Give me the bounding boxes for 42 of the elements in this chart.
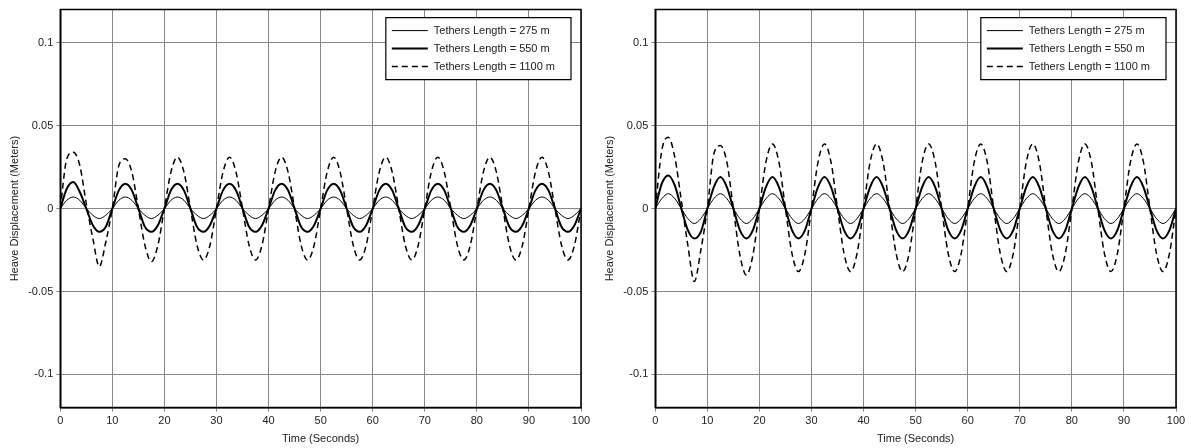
x-tick-label: 10 [701, 414, 714, 427]
x-tick-label: 80 [470, 414, 483, 427]
x-tick-label: 40 [262, 414, 275, 427]
legend-label: Tethers Length = 550 m [433, 41, 550, 54]
y-tick-label: -0.1 [629, 367, 649, 380]
x-axis-title: Time (Seconds) [282, 432, 360, 445]
legend-label: Tethers Length = 275 m [433, 23, 550, 36]
x-tick-label: 40 [857, 414, 870, 427]
x-tick-label: 30 [210, 414, 223, 427]
x-tick-label: 80 [1065, 414, 1078, 427]
y-axis-title: Heave Displacement (Meters) [602, 135, 615, 282]
x-tick-label: 20 [753, 414, 766, 427]
legend-label: Tethers Length = 1100 m [433, 59, 555, 72]
x-tick-label: 30 [805, 414, 818, 427]
x-tick-label: 50 [314, 414, 327, 427]
y-axis-title: Heave Displacement (Meters) [7, 135, 20, 282]
legend-label: Tethers Length = 1100 m [1028, 59, 1150, 72]
x-tick-label: 0 [652, 414, 659, 427]
y-tick-label: -0.05 [623, 284, 649, 297]
x-tick-label: 60 [961, 414, 974, 427]
y-tick-label: 0.05 [626, 118, 649, 131]
x-tick-label: 60 [366, 414, 379, 427]
legend-label: Tethers Length = 275 m [1028, 23, 1145, 36]
x-tick-label: 50 [909, 414, 922, 427]
x-tick-label: 100 [571, 414, 591, 427]
x-tick-label: 70 [418, 414, 431, 427]
x-tick-label: 0 [57, 414, 64, 427]
y-tick-label: -0.05 [28, 284, 54, 297]
y-tick-label: 0.1 [632, 35, 649, 48]
y-tick-label: -0.1 [34, 367, 54, 380]
x-tick-label: 70 [1013, 414, 1026, 427]
x-tick-label: 90 [1117, 414, 1131, 427]
x-axis-title: Time (Seconds) [877, 432, 955, 445]
x-tick-label: 20 [158, 414, 171, 427]
x-tick-label: 90 [522, 414, 536, 427]
y-tick-label: 0.1 [37, 35, 54, 48]
x-tick-label: 100 [1166, 414, 1186, 427]
y-tick-label: 0.05 [31, 118, 54, 131]
x-tick-label: 10 [106, 414, 119, 427]
y-tick-label: 0 [642, 201, 649, 214]
legend-label: Tethers Length = 550 m [1028, 41, 1145, 54]
y-tick-label: 0 [47, 201, 54, 214]
